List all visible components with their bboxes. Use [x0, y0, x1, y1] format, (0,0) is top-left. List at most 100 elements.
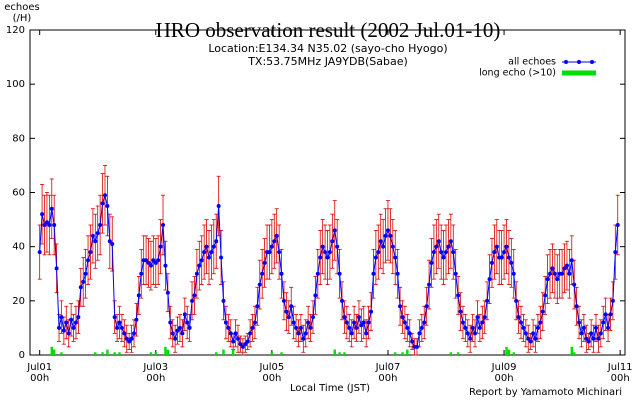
credit: Report by Yamamoto Michinari	[469, 387, 622, 398]
data-point	[429, 260, 434, 265]
data-point	[504, 244, 509, 249]
legend-label: all echoes	[508, 57, 556, 68]
x-axis-label: Local Time (JST)	[290, 383, 370, 394]
data-point	[402, 320, 407, 325]
data-point	[535, 325, 540, 330]
subtitle: Location:E134.34 N35.02 (sayo-cho Hyogo)	[208, 42, 447, 55]
data-point	[298, 325, 303, 330]
data-point	[187, 325, 192, 330]
data-point	[414, 344, 419, 349]
long-echo-bar	[118, 352, 121, 355]
data-point	[598, 331, 603, 336]
data-point	[390, 244, 395, 249]
long-echo-bar	[505, 346, 508, 355]
data-point	[359, 323, 364, 328]
data-point	[86, 258, 91, 263]
data-point	[223, 320, 228, 325]
data-point	[226, 325, 231, 330]
data-point	[165, 290, 170, 295]
data-point	[245, 339, 250, 344]
data-point	[42, 223, 47, 227]
y-axis-unit: (/H)	[13, 13, 32, 24]
data-point	[100, 201, 105, 206]
data-point	[112, 315, 117, 320]
data-point	[613, 250, 618, 255]
data-point	[49, 206, 54, 211]
data-point	[376, 250, 381, 255]
data-point	[107, 239, 112, 244]
data-point	[124, 336, 129, 341]
data-point	[337, 271, 342, 276]
data-point	[572, 282, 577, 287]
data-point	[601, 320, 606, 325]
x-tick-time: 00h	[262, 373, 281, 384]
data-point	[589, 331, 594, 336]
data-point	[330, 239, 335, 244]
data-point	[250, 325, 255, 330]
data-point	[59, 315, 64, 320]
data-point	[569, 258, 574, 263]
data-point	[492, 250, 497, 255]
long-echo-bar	[394, 352, 397, 355]
data-point	[550, 266, 555, 271]
x-tick-label: Jul09	[491, 362, 517, 373]
data-point	[71, 325, 76, 330]
subtitle: TX:53.75MHz JA9YDB(Sabae)	[247, 55, 408, 68]
data-point	[528, 339, 533, 344]
data-point	[291, 320, 296, 325]
y-tick-label: 120	[6, 25, 25, 36]
long-echo-bar	[406, 349, 409, 355]
data-point	[606, 325, 611, 330]
data-point	[381, 244, 386, 249]
data-point	[410, 339, 415, 344]
data-point	[214, 239, 219, 244]
data-point	[506, 255, 511, 260]
data-point	[303, 331, 308, 336]
data-point	[548, 271, 553, 276]
x-tick-label: Jul07	[375, 362, 401, 373]
data-point	[168, 320, 173, 325]
data-point	[325, 255, 330, 260]
long-echo-bar	[113, 352, 116, 355]
data-point	[470, 325, 475, 330]
data-point	[301, 336, 306, 341]
data-point	[204, 244, 209, 249]
data-point	[516, 315, 521, 320]
data-point	[175, 328, 180, 333]
long-echo-bar	[512, 352, 515, 355]
data-point	[255, 304, 260, 309]
data-point	[371, 271, 376, 276]
data-point	[64, 320, 69, 325]
data-point	[286, 315, 291, 320]
x-tick-time: 00h	[30, 373, 49, 384]
data-point	[199, 258, 204, 263]
data-point	[260, 271, 265, 276]
y-axis-label: echoes	[4, 2, 39, 13]
data-point	[323, 250, 328, 255]
long-echo-bar	[149, 352, 153, 355]
data-point	[383, 233, 388, 238]
data-point	[395, 271, 400, 276]
legend-dot	[564, 60, 568, 64]
data-point	[444, 250, 449, 255]
long-echo-bar	[164, 346, 167, 355]
data-point	[180, 331, 185, 336]
data-point	[477, 325, 482, 330]
data-point	[127, 339, 132, 344]
data-point	[54, 266, 59, 271]
data-point	[194, 271, 199, 276]
data-point	[66, 331, 71, 336]
y-tick-label: 100	[6, 79, 25, 90]
data-point	[158, 244, 163, 249]
long-echo-bar	[570, 346, 573, 355]
data-point	[315, 271, 320, 276]
data-point	[57, 325, 62, 330]
data-point	[257, 282, 262, 287]
data-point	[240, 344, 245, 349]
data-point	[349, 331, 354, 336]
data-point	[132, 331, 137, 336]
data-point	[586, 339, 591, 344]
long-echo-bar	[94, 352, 97, 355]
data-point	[161, 223, 166, 227]
data-point	[373, 255, 378, 260]
